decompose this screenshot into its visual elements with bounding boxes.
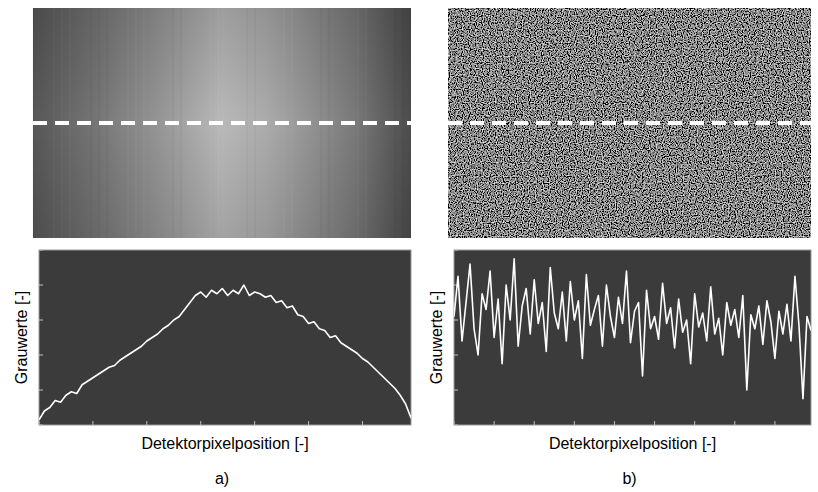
plot-area [454, 250, 811, 425]
y-tick [454, 355, 458, 356]
y-axis-title: Grauwerte [-] [428, 291, 445, 384]
x-tick [494, 421, 495, 425]
profile-line-marker [33, 121, 411, 125]
y-tick [454, 390, 458, 391]
image-stripe [403, 8, 404, 238]
image-stripe [54, 8, 55, 238]
x-tick [734, 421, 735, 425]
image-stripe [247, 8, 248, 238]
x-tick [146, 421, 147, 425]
x-tick [774, 421, 775, 425]
y-tick [39, 425, 43, 426]
image-stripe [292, 8, 293, 238]
profile-line [454, 259, 811, 399]
x-tick [454, 421, 455, 425]
x-tick [254, 421, 255, 425]
y-tick [39, 390, 43, 391]
y-tick [39, 250, 43, 251]
image-background [33, 8, 411, 238]
panel-label: b) [622, 470, 636, 487]
detector-image [33, 8, 411, 238]
x-tick [614, 421, 615, 425]
x-tick [200, 421, 201, 425]
x-tick [534, 421, 535, 425]
y-tick [454, 250, 458, 251]
image-stripe [136, 8, 137, 238]
profile-line [39, 285, 411, 420]
image-stripe [358, 8, 359, 238]
y-tick [39, 320, 43, 321]
x-tick [308, 421, 309, 425]
plot-area [39, 250, 411, 425]
y-tick [454, 320, 458, 321]
image-stripe [181, 8, 182, 238]
panel: Detektorpixelposition [-] Grauwerte [-] a) [13, 8, 411, 487]
x-axis-title: Detektorpixelposition [-] [549, 435, 716, 452]
panel: Detektorpixelposition [-] Grauwerte [-] b) [428, 8, 811, 487]
x-tick [362, 421, 363, 425]
profile-line-marker [448, 121, 811, 125]
y-axis-title: Grauwerte [-] [13, 291, 30, 384]
y-tick [39, 285, 43, 286]
image-stripe [70, 8, 71, 238]
image-shade [33, 8, 411, 238]
x-tick [694, 421, 695, 425]
image-noise [448, 8, 811, 238]
x-axis-title: Detektorpixelposition [-] [141, 435, 308, 452]
x-tick [654, 421, 655, 425]
y-tick [454, 425, 458, 426]
detector-image [448, 8, 811, 238]
panel-label: a) [215, 470, 229, 487]
x-tick [39, 421, 40, 425]
figure: Detektorpixelposition [-] Grauwerte [-] a)… [0, 0, 818, 492]
data-group [39, 285, 411, 420]
x-tick [574, 421, 575, 425]
y-tick [39, 355, 43, 356]
x-tick [92, 421, 93, 425]
data-group [454, 259, 811, 399]
